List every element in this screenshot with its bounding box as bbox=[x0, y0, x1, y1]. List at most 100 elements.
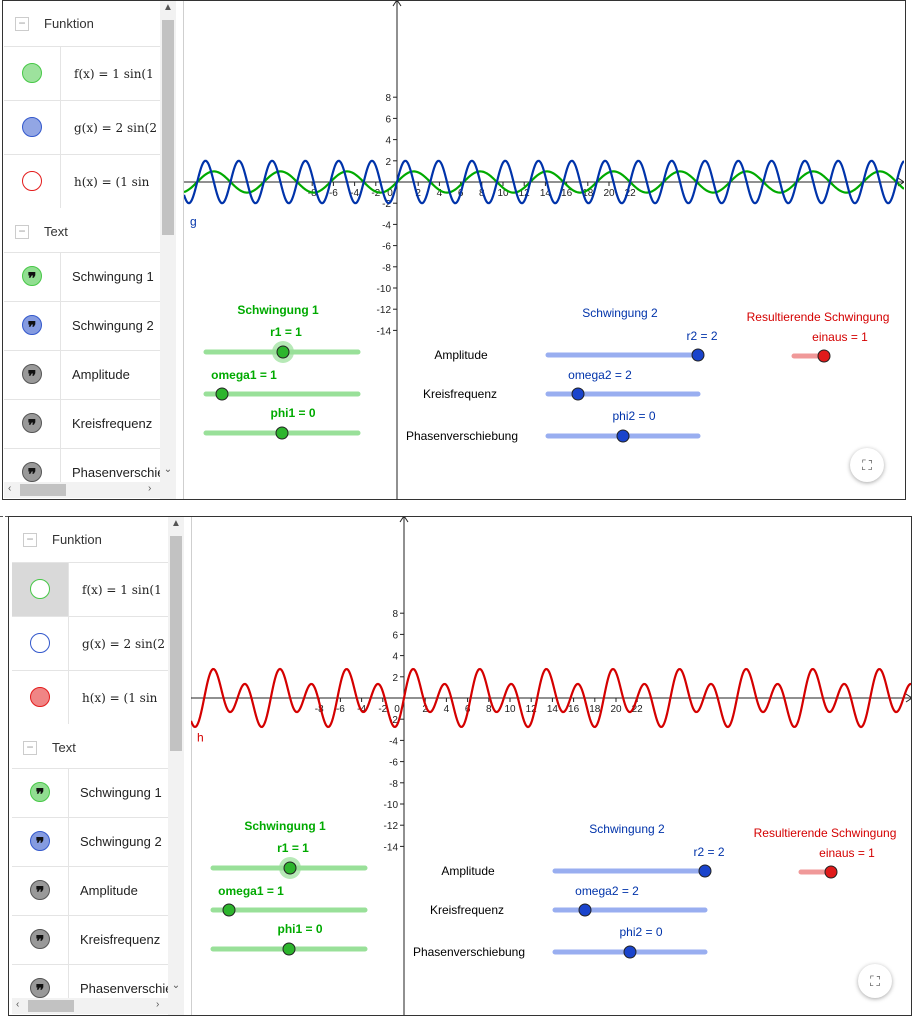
section-title: Funktion bbox=[44, 16, 94, 31]
graphics-view[interactable]: -8 -6 -4 -2 0 2 4 6 8 10 12 14 16 18 20 22 8 6 4 2 -2 -4 -6 -8-… bbox=[184, 0, 904, 500]
visibility-toggle[interactable] bbox=[12, 563, 69, 616]
horizontal-scrollbar[interactable]: ‹ › bbox=[4, 482, 160, 498]
text-row[interactable]: ❞ Schwingung 2 bbox=[12, 817, 168, 866]
x-tick-label: 2 bbox=[415, 188, 421, 199]
scroll-left-icon[interactable]: ‹ bbox=[16, 999, 20, 1010]
x-axis-arrow-icon bbox=[905, 693, 912, 703]
visibility-toggle[interactable] bbox=[4, 155, 61, 208]
visibility-toggle[interactable]: ❞ bbox=[12, 818, 69, 866]
visibility-circle-icon[interactable] bbox=[22, 117, 42, 137]
collapse-icon[interactable]: − bbox=[23, 533, 37, 547]
quote-icon[interactable]: ❞ bbox=[30, 978, 50, 1000]
phase-row-label: Phasenverschiebung bbox=[406, 429, 518, 443]
scroll-down-icon[interactable]: ⌄ bbox=[171, 980, 181, 991]
section-title: Text bbox=[44, 224, 68, 239]
quote-icon[interactable]: ❞ bbox=[22, 462, 42, 484]
scroll-up-icon[interactable]: ▲ bbox=[171, 518, 181, 529]
phi1-slider-handle bbox=[282, 942, 296, 956]
section-header-text[interactable]: − Text bbox=[0, 210, 160, 254]
quote-icon[interactable]: ❞ bbox=[22, 315, 42, 337]
visibility-toggle[interactable]: ❞ bbox=[4, 302, 61, 350]
y-tick-label: -12 bbox=[377, 305, 392, 316]
visibility-toggle[interactable] bbox=[12, 617, 69, 670]
graphics-view[interactable]: -8 -6 -4 -2 0 2 4 6 8 10 12 14 16 18 20 22 8 6 4 2 -2 -4 -6 -8-… bbox=[191, 516, 912, 1016]
quote-icon[interactable]: ❞ bbox=[22, 364, 42, 386]
scroll-thumb[interactable] bbox=[162, 20, 174, 235]
visibility-circle-icon[interactable] bbox=[30, 687, 50, 707]
scroll-thumb[interactable] bbox=[20, 484, 66, 496]
section-header-text[interactable]: − Text bbox=[8, 726, 168, 770]
x-tick-label: 2 bbox=[422, 704, 428, 715]
scroll-down-icon[interactable]: ⌄ bbox=[163, 464, 173, 475]
y-tick-label: -8 bbox=[389, 779, 398, 790]
text-row[interactable]: ❞ Phasenverschie bbox=[4, 448, 165, 497]
visibility-toggle[interactable]: ❞ bbox=[4, 400, 61, 448]
einaus-slider-handle bbox=[817, 349, 831, 363]
phi2-slider-handle bbox=[616, 429, 630, 443]
quote-icon[interactable]: ❞ bbox=[22, 266, 42, 288]
horizontal-scrollbar[interactable]: ‹ › bbox=[12, 998, 168, 1014]
function-row-g[interactable]: g(x) = 2 sin(2 bbox=[12, 616, 168, 670]
quote-icon[interactable]: ❞ bbox=[22, 413, 42, 435]
visibility-toggle[interactable] bbox=[12, 671, 69, 724]
visibility-toggle[interactable]: ❞ bbox=[4, 351, 61, 399]
scroll-thumb[interactable] bbox=[28, 1000, 74, 1012]
x-tick-label: 20 bbox=[603, 188, 615, 199]
visibility-toggle[interactable]: ❞ bbox=[4, 449, 61, 497]
text-row[interactable]: ❞ Schwingung 1 bbox=[12, 768, 168, 817]
y-tick-label: 8 bbox=[392, 609, 398, 620]
visibility-circle-icon[interactable] bbox=[22, 171, 42, 191]
text-row[interactable]: ❞ Kreisfrequenz bbox=[4, 399, 160, 448]
function-definition: g(x) = 2 sin(2 bbox=[82, 637, 165, 651]
graph-canvas[interactable]: -8 -6 -4 -2 0 2 4 6 8 10 12 14 16 18 20 228642-2-4-6-8-… bbox=[184, 0, 904, 500]
y-tick-label: 4 bbox=[385, 136, 391, 147]
quote-icon[interactable]: ❞ bbox=[30, 929, 50, 951]
collapse-icon[interactable]: − bbox=[15, 225, 29, 239]
text-row[interactable]: ❞ Schwingung 1 bbox=[4, 252, 160, 301]
vertical-scrollbar[interactable]: ▲ ⌄ bbox=[160, 0, 176, 500]
visibility-toggle[interactable]: ❞ bbox=[12, 965, 69, 1013]
phi1-slider-handle bbox=[275, 426, 289, 440]
text-row[interactable]: ❞ Kreisfrequenz bbox=[12, 915, 168, 964]
text-row[interactable]: ❞ Schwingung 2 bbox=[4, 301, 160, 350]
visibility-toggle[interactable]: ❞ bbox=[4, 253, 61, 301]
visibility-circle-icon[interactable] bbox=[30, 579, 50, 599]
y-tick-label: -14 bbox=[377, 326, 392, 337]
function-row-g[interactable]: g(x) = 2 sin(2 bbox=[4, 100, 160, 154]
section-header-funktion[interactable]: − Funktion bbox=[8, 518, 168, 562]
text-label: Phasenverschie bbox=[72, 465, 165, 480]
x-tick-label: 12 bbox=[526, 704, 538, 715]
fullscreen-button[interactable]: ⛶ bbox=[850, 448, 884, 482]
visibility-circle-icon[interactable] bbox=[22, 63, 42, 83]
scroll-right-icon[interactable]: › bbox=[148, 483, 152, 494]
collapse-icon[interactable]: − bbox=[15, 17, 29, 31]
scroll-up-icon[interactable]: ▲ bbox=[163, 2, 173, 13]
function-row-h[interactable]: h(x) = (1 sin bbox=[4, 154, 160, 208]
resultierende-label: Resultierende Schwingung bbox=[747, 310, 890, 324]
vertical-scrollbar[interactable]: ▲ ⌄ bbox=[168, 516, 184, 1016]
scroll-right-icon[interactable]: › bbox=[156, 999, 160, 1010]
function-row-h[interactable]: h(x) = (1 sin bbox=[12, 670, 168, 724]
function-row-f[interactable]: f(x) = 1 sin(1 bbox=[4, 46, 160, 100]
visibility-toggle[interactable]: ❞ bbox=[12, 769, 69, 817]
scroll-thumb[interactable] bbox=[170, 536, 182, 751]
graph-canvas[interactable]: -8 -6 -4 -2 0 2 4 6 8 10 12 14 16 18 20 228642-2-4-6-8-… bbox=[191, 516, 912, 1016]
scroll-left-icon[interactable]: ‹ bbox=[8, 483, 12, 494]
visibility-toggle[interactable] bbox=[4, 47, 61, 100]
fullscreen-button[interactable]: ⛶ bbox=[858, 964, 892, 998]
curve-label: g bbox=[190, 214, 197, 228]
section-header-funktion[interactable]: − Funktion bbox=[0, 2, 160, 46]
visibility-toggle[interactable] bbox=[4, 101, 61, 154]
quote-icon[interactable]: ❞ bbox=[30, 782, 50, 804]
visibility-toggle[interactable]: ❞ bbox=[12, 916, 69, 964]
collapse-icon[interactable]: − bbox=[23, 741, 37, 755]
r1-label: r1 = 1 bbox=[270, 325, 302, 339]
visibility-circle-icon[interactable] bbox=[30, 633, 50, 653]
function-row-f[interactable]: f(x) = 1 sin(1 bbox=[12, 562, 168, 616]
quote-icon[interactable]: ❞ bbox=[30, 880, 50, 902]
text-row[interactable]: ❞ Amplitude bbox=[4, 350, 160, 399]
quote-icon[interactable]: ❞ bbox=[30, 831, 50, 853]
text-row[interactable]: ❞ Phasenverschie bbox=[12, 964, 173, 1013]
text-row[interactable]: ❞ Amplitude bbox=[12, 866, 168, 915]
visibility-toggle[interactable]: ❞ bbox=[12, 867, 69, 915]
